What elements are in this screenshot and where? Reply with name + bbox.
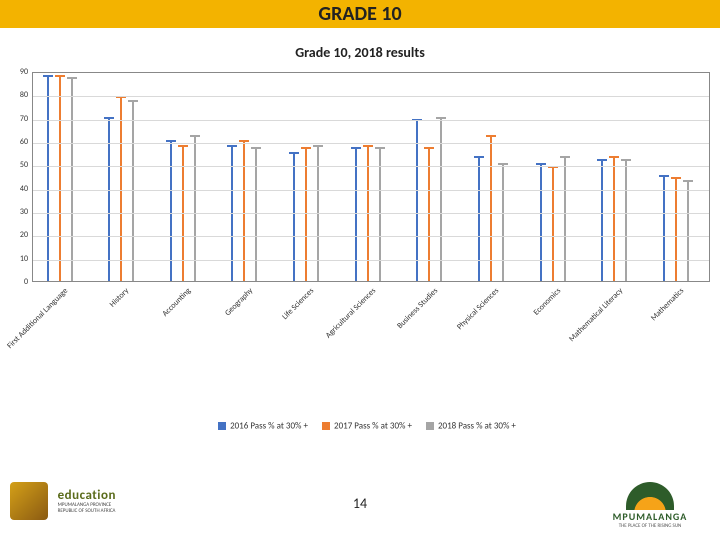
bar [613,157,615,281]
bar [428,148,430,281]
y-tick: 90 [20,67,28,77]
y-tick: 60 [20,137,28,147]
bar-cap [560,156,570,158]
bar [255,148,257,281]
gridline [33,143,709,144]
bar-cap [659,175,669,177]
y-tick: 0 [24,277,28,287]
bar-cap [609,156,619,158]
bar [416,120,418,281]
bar [552,167,554,281]
x-label: Economics [532,286,563,317]
bar [675,178,677,281]
bar-cap [474,156,484,158]
x-label: Geography [223,286,255,318]
logo-right-line1: MPUMALANGA [590,510,710,523]
x-label: History [108,286,131,309]
bar-cap [227,145,237,147]
bar [132,101,134,281]
bar [71,78,73,281]
x-label: Life Sciences [281,286,317,322]
bar [540,164,542,281]
legend-swatch [322,422,330,430]
x-label: Mathematical Literacy [567,286,625,344]
bar-cap [104,117,114,119]
bar [59,76,61,281]
legend-label: 2017 Pass % at 30% + [334,420,412,431]
sun-icon [626,482,674,510]
bar-cap [166,140,176,142]
legend-label: 2016 Pass % at 30% + [230,420,308,431]
y-tick: 50 [20,160,28,170]
y-tick: 30 [20,207,28,217]
bar-cap [597,159,607,161]
legend: 2016 Pass % at 30% + 2017 Pass % at 30% +… [0,420,720,431]
bar-cap [178,145,188,147]
y-tick: 80 [20,90,28,100]
bar-cap [375,147,385,149]
x-label: Agricultural Sciences [324,286,378,340]
x-label: Business Studies [395,286,440,331]
bar [293,153,295,281]
bar-cap [424,147,434,149]
bar-cap [190,135,200,137]
bar [47,76,49,281]
gridline [33,260,709,261]
bar-cap [43,75,53,77]
bar [663,176,665,281]
x-label: First Additional Language [5,286,70,351]
bar-cap [436,117,446,119]
bar-cap [251,147,261,149]
bar-cap [363,145,373,147]
bar [355,148,357,281]
plot-area [32,72,710,282]
footer: education MPUMALANGA PROVINCE REPUBLIC O… [0,476,720,532]
chart-title: Grade 10, 2018 results [0,44,720,61]
bar-cap [67,77,77,79]
y-tick: 10 [20,254,28,264]
bar-cap [536,163,546,165]
x-label: Physical Sciences [455,286,501,332]
bar-cap [621,159,631,161]
bar-cap [301,147,311,149]
bar-cap [289,152,299,154]
bar [379,148,381,281]
y-tick: 40 [20,184,28,194]
page-title: GRADE 10 [0,2,720,26]
bar-cap [671,177,681,179]
gridline [33,190,709,191]
legend-label: 2018 Pass % at 30% + [438,420,516,431]
legend-swatch [218,422,226,430]
legend-swatch [426,422,434,430]
bar-cap [486,135,496,137]
x-label: Mathematics [649,286,686,323]
logo-right-line2: THE PLACE OF THE RISING SUN [590,523,710,529]
bar-cap [351,147,361,149]
gridline [33,213,709,214]
bar [478,157,480,281]
bar-cap [498,163,508,165]
y-tick: 70 [20,114,28,124]
gridline [33,166,709,167]
bar-cap [128,100,138,102]
bar-cap [239,140,249,142]
bar [625,160,627,281]
chart-area: 0102030405060708090 First Additional Lan… [10,72,710,382]
gridline [33,236,709,237]
bar [305,148,307,281]
y-tick: 20 [20,230,28,240]
gridline [33,120,709,121]
bar [502,164,504,281]
gridline [33,96,709,97]
bar-cap [683,180,693,182]
bar [601,160,603,281]
bar [687,181,689,281]
bar-cap [55,75,65,77]
logo-mpumalanga: MPUMALANGA THE PLACE OF THE RISING SUN [590,482,710,526]
bar-cap [313,145,323,147]
x-label: Accounting [160,286,193,319]
bar [564,157,566,281]
